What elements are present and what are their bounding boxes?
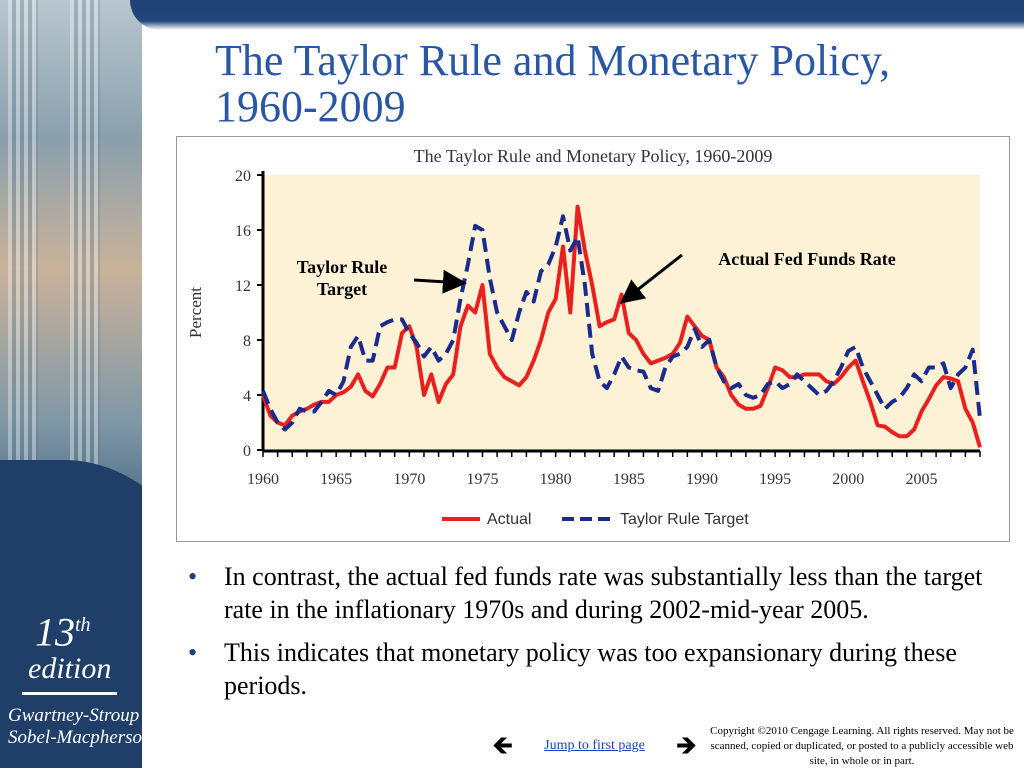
annotation-arrow-actual <box>619 253 683 304</box>
x-tick-label: 2005 <box>905 471 937 488</box>
y-axis-label: Percent <box>186 287 205 338</box>
chart-container: The Taylor Rule and Monetary Policy, 196… <box>176 136 1010 542</box>
chart-title: The Taylor Rule and Monetary Policy, 196… <box>414 146 773 166</box>
y-tick-label: 12 <box>235 278 251 295</box>
top-band <box>130 0 1024 30</box>
legend-label-taylor: Taylor Rule Target <box>620 511 749 528</box>
legend-label-actual: Actual <box>487 511 531 528</box>
y-tick-label: 8 <box>243 333 251 350</box>
x-tick-label: 1990 <box>686 471 718 488</box>
authors-line-1: Gwartney-Stroup <box>8 705 140 726</box>
annotation-taylor-target-line-1: Taylor Rule <box>297 257 388 277</box>
edition-rule <box>22 692 117 696</box>
bullet-item: • In contrast, the actual fed funds rate … <box>188 560 1018 626</box>
annotation-arrow-taylor <box>413 269 467 294</box>
bullet-dot: • <box>188 638 198 667</box>
authors-line-2: Sobel-Macpherson <box>8 727 152 748</box>
side-panel <box>0 0 142 768</box>
y-tick-label: 0 <box>243 443 251 460</box>
edition-word: edition <box>28 652 112 686</box>
x-tick-label: 1970 <box>393 471 425 488</box>
copyright-notice: Copyright ©2010 Cengage Learning. All ri… <box>710 725 1014 767</box>
bullet-dot: • <box>188 562 198 591</box>
bullet-text: In contrast, the actual fed funds rate w… <box>224 562 983 624</box>
authors: Gwartney-Stroup Sobel-Macpherson <box>8 705 152 749</box>
x-tick-label: 2000 <box>832 471 864 488</box>
x-tick-label: 1985 <box>613 471 645 488</box>
jump-to-first-page-link[interactable]: Jump to first page <box>544 738 645 753</box>
x-tick-label: 1980 <box>540 471 572 488</box>
edition-suffix: th <box>75 614 91 636</box>
annotation-actual-rate: Actual Fed Funds Rate <box>718 249 896 269</box>
edition-number: 13 <box>35 609 75 655</box>
x-tick-label: 1975 <box>466 471 498 488</box>
x-tick-label: 1960 <box>247 471 279 488</box>
y-tick-label: 16 <box>235 223 251 240</box>
y-tick-label: 4 <box>243 388 251 405</box>
blue-band <box>0 460 142 768</box>
previous-arrow-icon[interactable]: 🡸 <box>492 731 514 760</box>
bullet-text: This indicates that monetary policy was … <box>224 638 957 700</box>
y-tick-label: 20 <box>235 168 251 185</box>
edition-badge: 13th edition <box>10 605 135 703</box>
slide-title: The Taylor Rule and Monetary Policy, 196… <box>215 36 891 131</box>
annotation-taylor-target-line-2: Target <box>317 279 367 299</box>
bullet-list: • In contrast, the actual fed funds rate … <box>188 560 1018 712</box>
plot-area <box>263 175 980 450</box>
series-line-taylor-rule-target <box>261 214 982 432</box>
next-arrow-icon[interactable]: 🡺 <box>675 731 697 760</box>
chart-svg: The Taylor Rule and Monetary Policy, 196… <box>186 146 982 528</box>
slide-navigation: 🡸 Jump to first page 🡺 <box>492 732 697 760</box>
x-tick-label: 1995 <box>759 471 791 488</box>
bullet-item: • This indicates that monetary policy was… <box>188 636 1018 702</box>
x-tick-label: 1965 <box>320 471 352 488</box>
